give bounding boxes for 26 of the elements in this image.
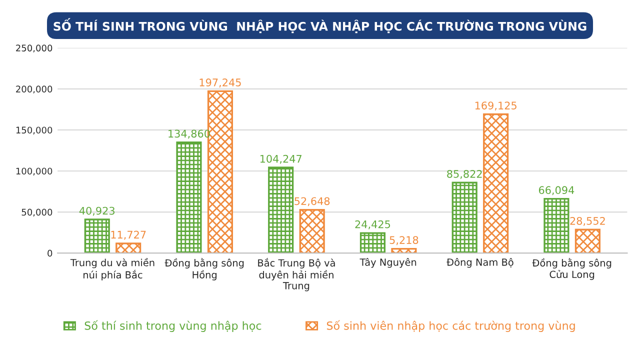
x-tick-label: Đồng bằng sông Cửu Long: [532, 258, 612, 280]
x-tick-label: Tây Nguyên: [360, 258, 416, 268]
y-tick-label: 50,000: [22, 208, 52, 217]
legend-label: Số thí sinh trong vùng nhập học: [84, 320, 262, 332]
legend-label: Số sinh viên nhập học các trường trong vùng: [326, 320, 575, 332]
x-tick-label: Trung du và miền núi phía Bắc: [70, 258, 154, 280]
data-label: 11,727: [111, 230, 146, 240]
data-label: 197,245: [200, 78, 241, 88]
x-tick-label: Đông Nam Bộ: [446, 258, 514, 268]
data-label: 5,218: [390, 236, 418, 246]
y-tick-label: 250,000: [16, 44, 52, 52]
data-label: 66,094: [538, 186, 574, 196]
data-label: 52,648: [294, 197, 330, 206]
y-tick-label: 200,000: [16, 86, 52, 94]
y-tick-label: 100,000: [16, 168, 52, 176]
x-tick-label: Đồng bằng sông Hồng: [164, 258, 244, 280]
data-label: 24,425: [355, 220, 390, 230]
data-label: 28,552: [570, 216, 605, 226]
data-label: 169,125: [475, 102, 516, 111]
x-tick-label: Bắc Trung Bộ và duyên hải miền Trung: [258, 258, 335, 292]
y-tick-label: 150,000: [16, 126, 52, 134]
y-tick-label: 0: [48, 250, 52, 257]
chart-title: SỐ THÍ SINH TRONG VÙNG NHẬP HỌC VÀ NHẬP HỌC CÁC TRƯỜNG TRONG VÙNG: [54, 18, 586, 34]
data-label: 85,822: [447, 170, 482, 179]
data-label: 104,247: [260, 154, 302, 164]
data-label: 40,923: [79, 206, 114, 216]
